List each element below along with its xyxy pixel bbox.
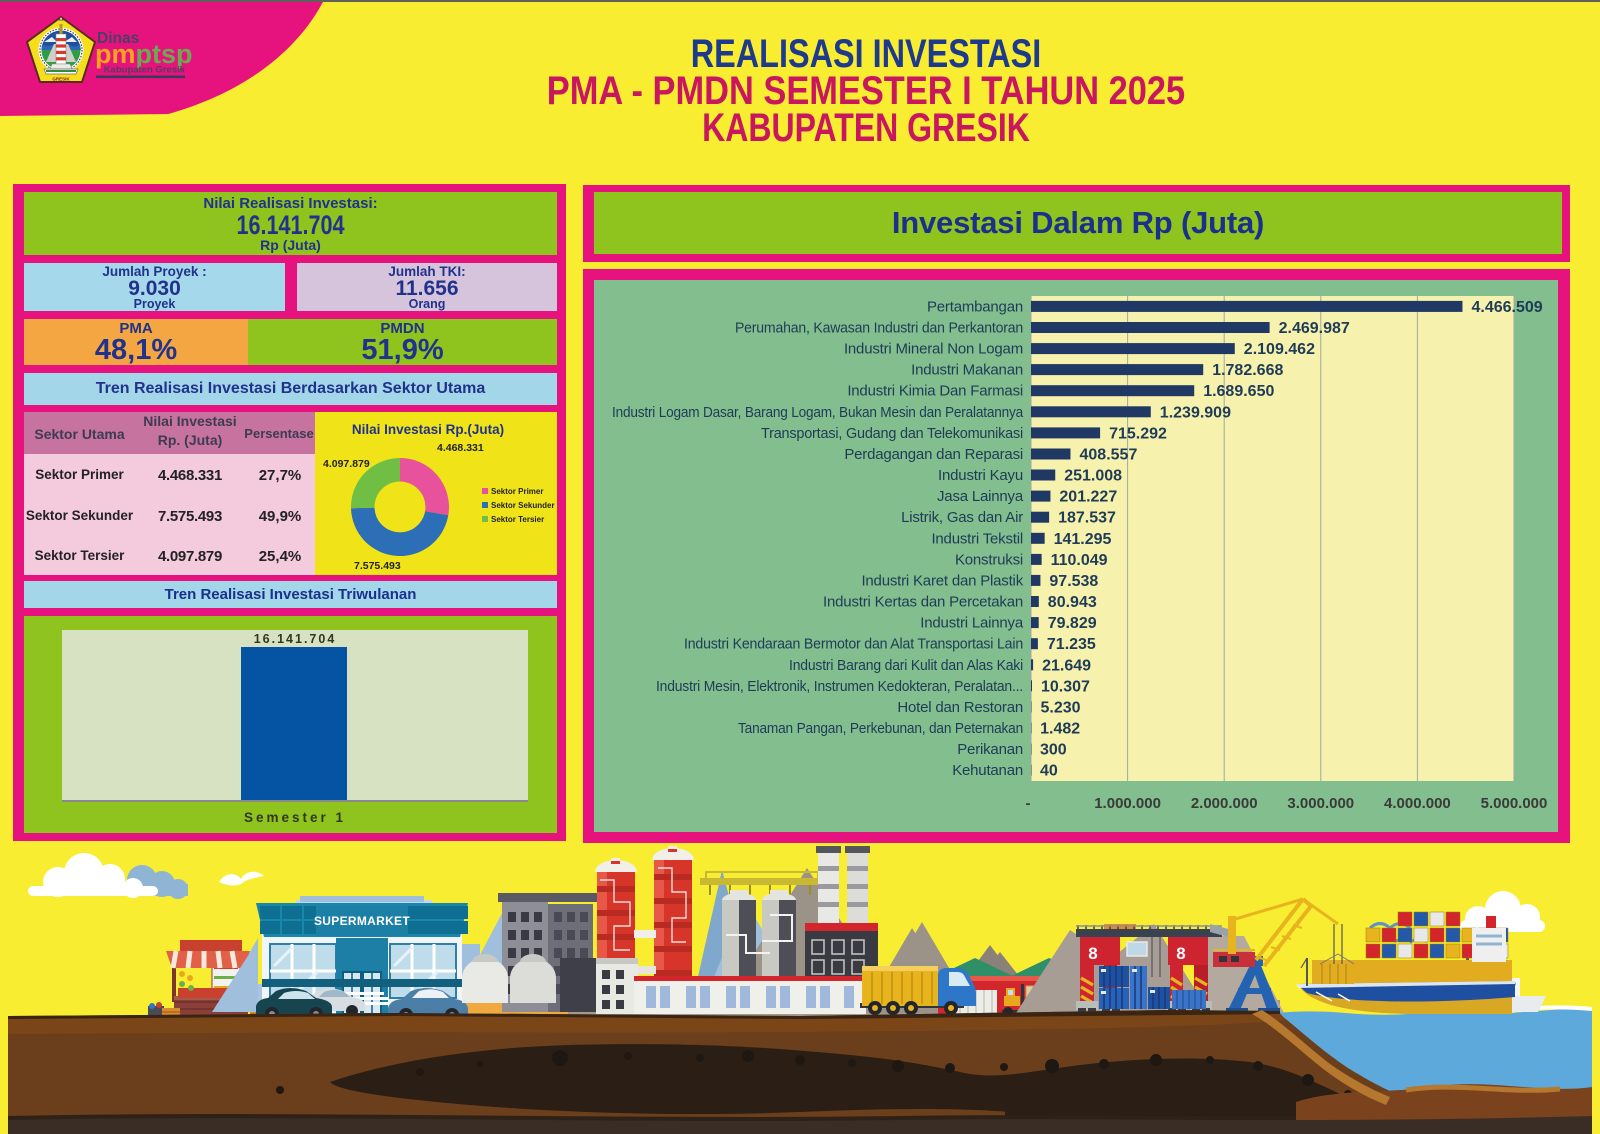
svg-text:Nilai Investasi Rp.(Juta): Nilai Investasi Rp.(Juta) <box>352 422 504 437</box>
svg-text:Industri Barang dari Kulit da: Industri Barang dari Kulit dan Alas Kaki <box>789 657 1023 674</box>
svg-text:408.557: 408.557 <box>1080 447 1138 464</box>
svg-text:1.482: 1.482 <box>1040 721 1080 738</box>
svg-text:3.000.000: 3.000.000 <box>1287 795 1354 812</box>
svg-text:Pertambangan: Pertambangan <box>927 298 1023 315</box>
svg-text:2.469.987: 2.469.987 <box>1279 320 1350 337</box>
svg-text:Industri Mineral Non Logam: Industri Mineral Non Logam <box>844 341 1023 358</box>
svg-text:97.538: 97.538 <box>1049 573 1098 590</box>
svg-text:4.466.509: 4.466.509 <box>1472 299 1543 316</box>
svg-text:Industri Karet dan Plastik: Industri Karet dan Plastik <box>861 572 1023 589</box>
svg-text:201.227: 201.227 <box>1059 489 1117 506</box>
svg-text:80.943: 80.943 <box>1048 594 1097 611</box>
svg-text:Tanaman Pangan, Perkebunan, d: Tanaman Pangan, Perkebunan, dan Peternak… <box>738 720 1023 737</box>
svg-text:4.468.331: 4.468.331 <box>437 442 484 454</box>
svg-text:Perumahan, Kawasan Industri d: Perumahan, Kawasan Industri dan Perkanto… <box>735 320 1023 337</box>
svg-text:GRESIK: GRESIK <box>52 77 70 82</box>
svg-text:1.782.668: 1.782.668 <box>1212 362 1283 379</box>
svg-text:187.537: 187.537 <box>1058 510 1116 527</box>
svg-text:7.575.493: 7.575.493 <box>354 560 401 572</box>
svg-text:Transportasi, Gudang dan Telek: Transportasi, Gudang dan Telekomunikasi <box>761 425 1023 442</box>
svg-text:21.649: 21.649 <box>1042 657 1091 674</box>
svg-text:Kehutanan: Kehutanan <box>952 762 1023 779</box>
svg-text:79.829: 79.829 <box>1048 615 1097 632</box>
svg-text:110.049: 110.049 <box>1051 552 1108 569</box>
svg-text:4.000.000: 4.000.000 <box>1384 795 1451 812</box>
svg-text:2.109.462: 2.109.462 <box>1244 341 1315 358</box>
svg-text:40: 40 <box>1040 763 1058 780</box>
svg-text:Industri Lainnya: Industri Lainnya <box>920 615 1024 632</box>
svg-text:10.307: 10.307 <box>1041 678 1090 695</box>
svg-text:Perdagangan dan Reparasi: Perdagangan dan Reparasi <box>844 446 1023 463</box>
svg-text:Industri Makanan: Industri Makanan <box>911 362 1023 379</box>
svg-text:Sektor Sekunder: Sektor Sekunder <box>491 501 555 510</box>
svg-text:4.097.879: 4.097.879 <box>323 458 370 470</box>
svg-text:pmptsp: pmptsp <box>95 39 193 69</box>
svg-text:Industri Kendaraan Bermotor da: Industri Kendaraan Bermotor dan Alat Tra… <box>684 636 1023 653</box>
svg-text:Industri Mesin, Elektronik,: Industri Mesin, Elektronik, Instrumen Ke… <box>656 678 1023 695</box>
svg-text:Industri Kimia Dan Farmasi: Industri Kimia Dan Farmasi <box>847 383 1023 400</box>
svg-text:8: 8 <box>1176 944 1185 963</box>
svg-text:Industri Kayu: Industri Kayu <box>938 467 1023 484</box>
svg-text:-: - <box>1026 795 1031 812</box>
svg-text:141.295: 141.295 <box>1054 531 1112 548</box>
svg-text:Konstruksi: Konstruksi <box>955 551 1023 568</box>
svg-text:Listrik, Gas dan Air: Listrik, Gas dan Air <box>901 509 1023 526</box>
svg-text:Perikanan: Perikanan <box>957 741 1023 758</box>
svg-text:251.008: 251.008 <box>1064 468 1122 485</box>
svg-text:5.000.000: 5.000.000 <box>1481 795 1548 812</box>
svg-text:Jasa Lainnya: Jasa Lainnya <box>937 488 1024 505</box>
svg-text:Industri Logam Dasar, Barang L: Industri Logam Dasar, Barang Logam, Buka… <box>612 404 1024 421</box>
svg-text:Hotel dan Restoran: Hotel dan Restoran <box>897 699 1023 716</box>
svg-text:Industri Tekstil: Industri Tekstil <box>931 530 1023 547</box>
svg-text:Sektor Tersier: Sektor Tersier <box>491 515 544 524</box>
svg-text:2.000.000: 2.000.000 <box>1191 795 1258 812</box>
svg-text:715.292: 715.292 <box>1109 425 1167 442</box>
svg-text:SUPERMARKET: SUPERMARKET <box>314 914 410 928</box>
svg-text:Sektor Primer: Sektor Primer <box>491 487 543 496</box>
svg-text:Kabupaten Gresik: Kabupaten Gresik <box>104 65 186 76</box>
svg-text:1.239.909: 1.239.909 <box>1160 404 1231 421</box>
svg-text:71.235: 71.235 <box>1047 636 1096 653</box>
svg-text:1.689.650: 1.689.650 <box>1203 383 1274 400</box>
svg-text:8: 8 <box>1088 944 1097 963</box>
svg-text:Industri Kertas dan Percetakan: Industri Kertas dan Percetakan <box>823 594 1023 611</box>
svg-text:Dinas: Dinas <box>97 30 139 47</box>
svg-text:300: 300 <box>1040 742 1067 759</box>
svg-text:1.000.000: 1.000.000 <box>1094 795 1161 812</box>
svg-text:5.230: 5.230 <box>1041 699 1081 716</box>
